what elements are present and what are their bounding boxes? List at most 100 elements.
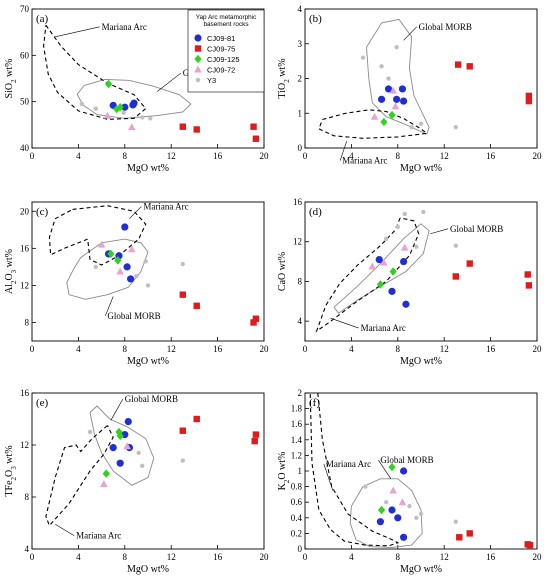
y-tick-label: 0.8 (291, 482, 303, 492)
data-point-cj09-75 (466, 260, 473, 267)
data-point-cj09-72 (389, 486, 397, 494)
legend-marker (194, 65, 202, 73)
data-point-cj09-125 (380, 117, 388, 127)
data-point-cj09-75 (179, 291, 186, 298)
x-tick-label: 16 (486, 344, 496, 354)
data-point-cj09-125 (388, 110, 396, 120)
data-point-y3 (453, 519, 459, 524)
y-tick-label: 50 (20, 97, 30, 107)
x-tick-label: 8 (396, 552, 401, 562)
data-point-y3 (134, 274, 139, 279)
x-tick-label: 16 (213, 552, 223, 562)
x-tick-label: 16 (213, 151, 223, 161)
data-point-y3 (139, 115, 145, 120)
global-morb-field (66, 238, 149, 300)
data-point-y3 (453, 243, 459, 248)
region-leader-line (55, 524, 75, 536)
plot-area (309, 393, 534, 549)
region-leader-line (129, 206, 142, 219)
y-tick-label: 0.2 (291, 528, 302, 538)
region-label: Mariana Arc (361, 323, 406, 333)
x-tick-label: 20 (260, 151, 270, 161)
y-tick-label: 1 (298, 466, 303, 476)
data-point-cj09-72 (123, 442, 131, 450)
data-point-cj09-72 (100, 480, 108, 487)
data-point-cj09-81 (375, 255, 383, 264)
x-axis-label: MgO wt% (127, 163, 169, 174)
data-point-cj09-72 (103, 111, 112, 119)
x-tick-label: 8 (123, 552, 128, 562)
global-morb-field (349, 478, 423, 548)
global-morb-field (76, 78, 192, 119)
data-point-cj09-75 (250, 123, 257, 130)
plot-frame (31, 392, 265, 550)
data-point-cj09-81 (121, 103, 129, 111)
x-tick-label: 12 (167, 344, 176, 354)
mariana-arc-field (318, 109, 429, 139)
data-point-cj09-81 (400, 533, 408, 541)
y-axis-label: CaO wt% (277, 252, 288, 291)
y-tick-label: 4 (298, 4, 303, 14)
data-point-cj09-81 (130, 99, 138, 107)
data-point-y3 (180, 262, 186, 267)
x-tick-label: 16 (486, 552, 496, 562)
x-tick-label: 20 (533, 552, 543, 562)
data-point-cj09-75 (524, 271, 531, 278)
data-point-cj09-81 (127, 275, 135, 283)
data-point-cj09-72 (398, 498, 407, 506)
x-tick-label: 0 (303, 151, 308, 161)
data-point-y3 (386, 76, 391, 81)
x-axis-label: MgO wt% (400, 163, 442, 174)
x-axis-label: MgO wt% (400, 356, 442, 367)
region-label: Mariana Arc (342, 156, 387, 166)
x-tick-label: 4 (76, 552, 81, 562)
data-point-y3 (360, 55, 366, 60)
region-label: Mariana Arc (76, 531, 121, 541)
x-tick-label: 4 (349, 151, 354, 161)
x-tick-label: 16 (486, 151, 496, 161)
global-morb-field (333, 223, 430, 314)
region-label: Global MORB (380, 455, 433, 465)
data-point-cj09-75 (252, 135, 260, 142)
region-leader-line (157, 72, 181, 92)
plot-frame (304, 392, 538, 550)
y-tick-label: 12 (20, 440, 29, 450)
x-tick-label: 12 (440, 344, 449, 354)
data-point-cj09-75 (452, 273, 459, 280)
region-leader-line (378, 460, 392, 479)
mariana-arc-field (43, 24, 147, 120)
plot-area (48, 205, 260, 326)
data-point-cj09-81 (384, 85, 393, 93)
x-tick-label: 0 (30, 151, 35, 161)
data-point-cj09-72 (400, 243, 409, 251)
y-tick-label: 16 (293, 197, 303, 207)
y-tick-label: 0.6 (291, 497, 303, 507)
plot-frame (304, 201, 538, 342)
data-point-cj09-72 (380, 258, 388, 266)
y-tick-label: 8 (25, 317, 30, 327)
legend-item-label: CJ09-75 (207, 45, 235, 54)
region-leader-line (105, 296, 114, 316)
y-tick-label: 16 (20, 243, 30, 253)
data-point-cj09-81 (123, 263, 131, 271)
data-point-cj09-81 (124, 418, 132, 426)
x-tick-label: 20 (260, 344, 270, 354)
x-tick-label: 0 (303, 552, 308, 562)
y-tick-label: 8 (25, 492, 30, 502)
data-point-cj09-75 (252, 315, 260, 322)
y-tick-label: 12 (293, 237, 302, 247)
data-point-y3 (121, 110, 127, 115)
data-point-cj09-125 (377, 505, 386, 515)
legend-marker (194, 34, 202, 42)
y-tick-label: 3 (298, 39, 303, 49)
data-point-cj09-75 (526, 541, 534, 549)
data-point-cj09-75 (456, 534, 463, 541)
x-tick-label: 4 (76, 151, 81, 161)
data-point-cj09-75 (466, 530, 473, 537)
data-point-cj09-81 (121, 223, 129, 231)
mariana-arc-field (315, 217, 420, 333)
y-tick-label: 60 (20, 50, 30, 60)
data-point-cj09-81 (393, 95, 401, 103)
data-point-cj09-81 (400, 467, 408, 475)
data-point-cj09-125 (116, 431, 124, 441)
